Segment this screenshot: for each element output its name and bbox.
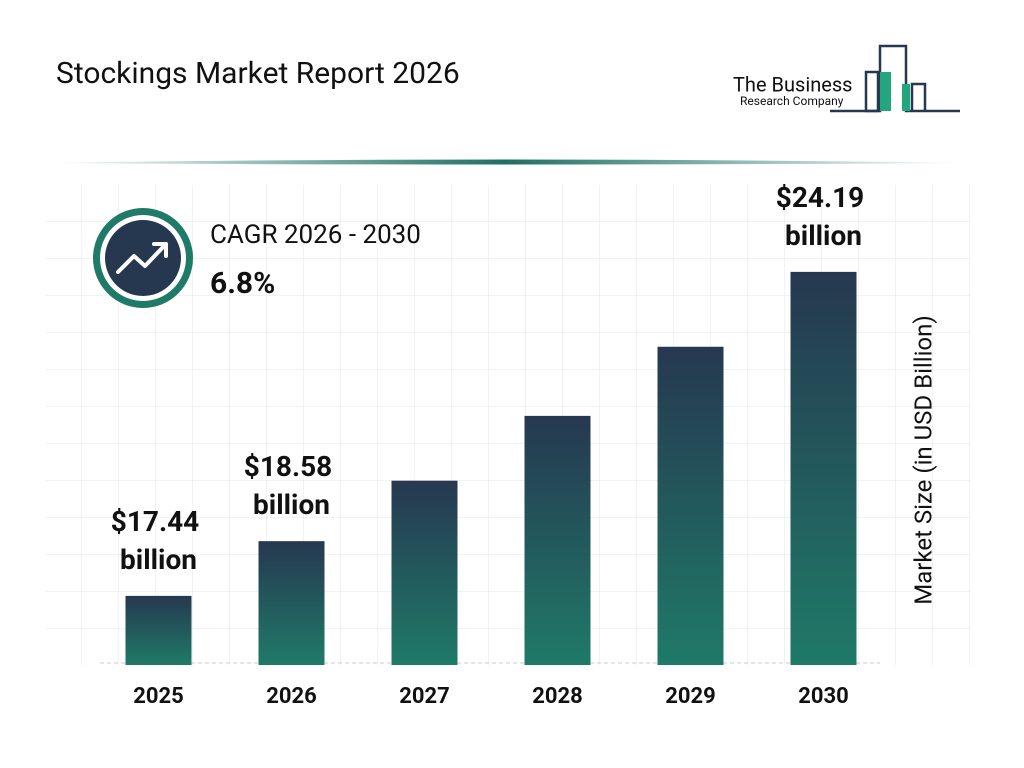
x-tick-label: 2030: [798, 684, 849, 709]
bar: [391, 480, 458, 665]
bar: [258, 541, 325, 665]
cagr-badge: [93, 208, 193, 308]
bar: [657, 346, 724, 665]
value-label: $24.19 billion: [776, 181, 871, 252]
chart-title: Stockings Market Report 2026: [56, 56, 460, 91]
x-tick-label: 2029: [665, 684, 716, 709]
brand-sub: Research Company: [740, 94, 844, 108]
value-label: $17.44 billion: [111, 505, 206, 576]
divider: [40, 159, 970, 165]
x-tick-label: 2025: [133, 684, 184, 709]
brand-logo: The Business Research Company: [733, 44, 960, 113]
bar: [524, 415, 591, 665]
x-tick-label: 2026: [266, 684, 317, 709]
bar: [125, 595, 192, 665]
cagr-label: CAGR 2026 - 2030: [210, 220, 421, 250]
brand-name: The Business: [733, 72, 852, 96]
bar: [790, 271, 857, 665]
value-label: $18.58 billion: [244, 451, 339, 522]
x-tick-label: 2028: [532, 684, 583, 709]
y-axis-label: Market Size (in USD Billion): [909, 315, 937, 604]
cagr-value: 6.8%: [210, 266, 275, 301]
x-tick-label: 2027: [399, 684, 450, 709]
